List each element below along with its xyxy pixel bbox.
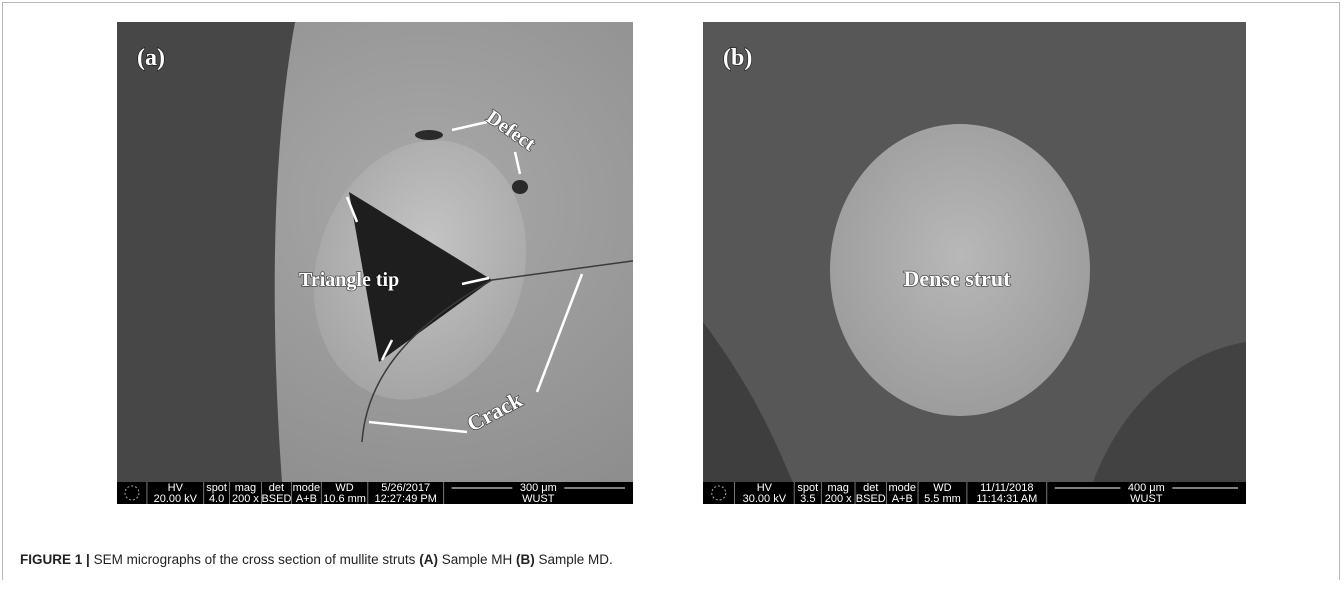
caption-text: Sample MH	[442, 552, 513, 567]
info-value: 3.5	[800, 493, 815, 504]
info-value: 200 x	[825, 493, 852, 504]
caption-text: SEM micrographs of the cross section of …	[94, 552, 416, 567]
caption-label: FIGURE 1 |	[20, 552, 90, 567]
info-value: A+B	[892, 493, 913, 504]
info-value: 200 x	[232, 493, 259, 504]
caption-text: Sample MD.	[539, 552, 613, 567]
dark-region	[117, 22, 295, 482]
defect	[415, 130, 443, 140]
panel-label: (a)	[137, 45, 165, 71]
info-value: BSED	[856, 493, 886, 504]
info-value: 10.6 mm	[323, 493, 366, 504]
defect	[512, 180, 528, 194]
info-value: 4.0	[209, 493, 224, 504]
annotation: Triangle tip	[299, 269, 399, 291]
info-value: BSED	[261, 493, 291, 504]
annotation: Dense strut	[904, 266, 1012, 291]
panel-label: (b)	[723, 45, 752, 71]
info-value: 30.00 kV	[743, 493, 787, 504]
info-value: WUST	[1130, 493, 1163, 504]
caption: FIGURE 1 | SEM micrographs of the cross …	[20, 552, 613, 567]
info-value: 20.00 kV	[154, 493, 198, 504]
info-value: 5.5 mm	[924, 493, 961, 504]
info-value: 11:14:31 AM	[976, 493, 1037, 504]
caption-ref: (B)	[516, 552, 535, 567]
info-value: WUST	[522, 493, 555, 504]
page: {"figure": { "panels": [ {"label": "(a)"…	[0, 0, 1344, 596]
info-value: A+B	[296, 493, 317, 504]
caption-ref: (A)	[419, 552, 438, 567]
info-value: 12:27:49 PM	[375, 493, 437, 504]
